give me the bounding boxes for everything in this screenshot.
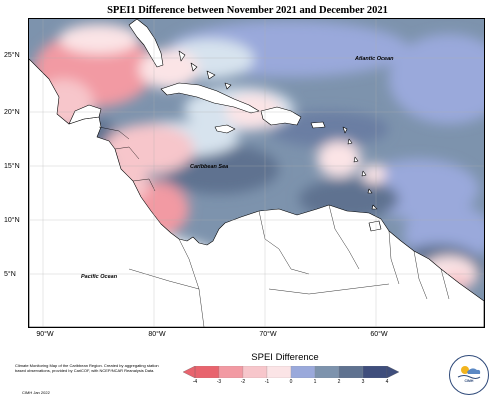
legend-swatch — [290, 366, 316, 378]
legend-tick-label: 0 — [289, 379, 293, 385]
credit-text: Climate Monitoring Map of the Caribbean … — [15, 363, 159, 374]
land-outlines — [29, 19, 484, 327]
lon-label-80w: 80°W — [148, 331, 166, 338]
legend-tick-label: 4 — [385, 379, 389, 385]
caribbean-sea-label: Caribbean Sea — [190, 164, 229, 170]
lon-label-90w: 90°W — [36, 331, 54, 338]
logo-emblem-icon — [457, 366, 481, 379]
legend-tick-label: -4 — [192, 379, 198, 385]
lat-label-25n: 25°N — [4, 52, 20, 59]
cimh-logo: CIMH — [449, 355, 489, 395]
legend-swatch — [338, 366, 364, 378]
legend-arrow-right — [386, 366, 399, 378]
logo-label: CIMH — [464, 379, 474, 383]
spei-map-svg — [29, 19, 484, 327]
legend-title: SPEI Difference — [251, 352, 319, 363]
legend-arrow-left — [183, 366, 196, 378]
atlantic-ocean-label: Atlantic Ocean — [355, 56, 394, 62]
legend-tick-label: 1 — [313, 379, 317, 385]
graticule — [29, 19, 484, 327]
credit-date: CIMH Jan 2022 — [22, 390, 50, 395]
lat-label-10n: 10°N — [4, 217, 20, 224]
legend-swatch — [194, 366, 220, 378]
legend-tick-label: 2 — [337, 379, 341, 385]
legend-tick-label: -1 — [264, 379, 270, 385]
legend-swatch — [242, 366, 268, 378]
lat-label-15n: 15°N — [4, 163, 20, 170]
legend-swatch — [314, 366, 340, 378]
legend-swatch — [266, 366, 292, 378]
legend-swatch — [218, 366, 244, 378]
lat-label-5n: 5°N — [4, 271, 16, 278]
lon-label-60w: 60°W — [370, 331, 388, 338]
legend-tick-label: -2 — [240, 379, 246, 385]
pacific-ocean-label: Pacific Ocean — [81, 274, 118, 280]
legend-swatch — [362, 366, 388, 378]
legend-tick-label: 3 — [361, 379, 365, 385]
map-panel[interactable]: Atlantic Ocean Caribbean Sea Pacific Oce… — [28, 18, 485, 328]
legend-colorbar — [183, 366, 399, 378]
lon-label-70w: 70°W — [259, 331, 277, 338]
map-title: SPEI1 Difference between November 2021 a… — [107, 5, 388, 16]
lat-label-20n: 20°N — [4, 109, 20, 116]
legend-tick-label: -3 — [216, 379, 222, 385]
